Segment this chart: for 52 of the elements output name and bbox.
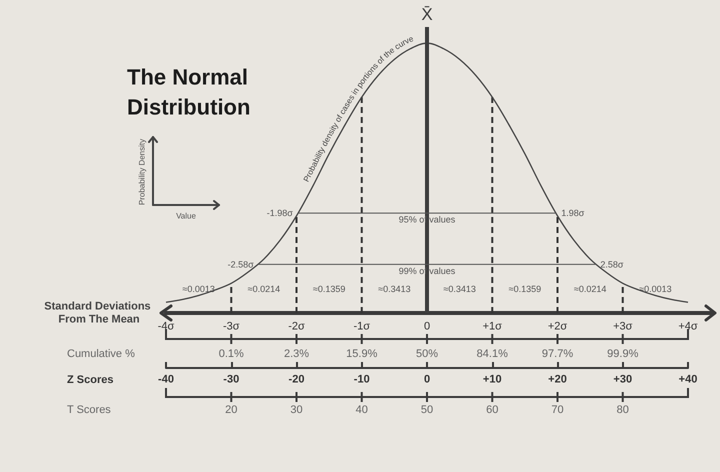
- x2-tick-label: -30: [223, 374, 240, 386]
- x-tick-label: +2σ: [548, 320, 568, 332]
- text: 30: [290, 404, 303, 416]
- text: 97.7%: [542, 348, 574, 360]
- text: 2.3%: [284, 348, 310, 360]
- text: 80: [616, 404, 629, 416]
- ref-line-label: X̄: [421, 5, 433, 24]
- x-tick-label: +1σ: [482, 320, 502, 332]
- x-tick-label: -2σ: [288, 320, 305, 332]
- text: 15.9%: [346, 348, 378, 360]
- x-tick-label: -4σ: [158, 320, 174, 332]
- annotation: ≈0.3413: [443, 284, 476, 294]
- x-tick-label: -3σ: [222, 320, 240, 332]
- x2-tick-label: 0: [424, 374, 430, 386]
- text: 0.1%: [218, 348, 244, 360]
- text: Cumulative %: [67, 348, 136, 360]
- annotation: ≈0.0013: [182, 284, 215, 294]
- annotation: ≈0.1359: [508, 284, 542, 294]
- x-tick-label: +3σ: [613, 320, 633, 332]
- annotation: Value: [176, 212, 196, 220]
- text: 84.1%: [476, 348, 508, 360]
- x2-tick-label: +20: [548, 374, 567, 386]
- annotation: ≈0.1359: [312, 284, 346, 294]
- annotation: ≈0.3413: [378, 284, 411, 294]
- x-tick-label: +4σ: [678, 320, 698, 332]
- x2-tick-label: +30: [613, 374, 632, 386]
- x2-axis-title: Z Scores: [67, 374, 114, 386]
- text: 20: [225, 404, 238, 416]
- x2-tick-label: +10: [482, 374, 502, 386]
- x-axis-title: Standard Deviations From The Mean: [44, 300, 154, 326]
- text: 60: [486, 404, 498, 416]
- text: 70: [551, 404, 564, 416]
- text: 50%: [416, 348, 438, 360]
- text: 50: [420, 404, 434, 416]
- text: 99.9%: [607, 348, 639, 360]
- y-axis-title: Probability Density: [138, 138, 146, 206]
- x2-tick-label: -40: [158, 374, 174, 386]
- annotation: 2.58σ: [600, 259, 624, 270]
- x-tick-label: -1σ: [353, 320, 370, 332]
- x-tick-label: 0: [424, 320, 430, 332]
- annotation: 1.98σ: [561, 208, 585, 218]
- annotation: -1.98σ: [266, 208, 294, 218]
- text: The Normal Distribution: [127, 64, 254, 120]
- annotation: -2.58σ: [228, 259, 254, 270]
- annotation: ≈0.0013: [639, 284, 672, 294]
- x2-tick-label: +40: [678, 374, 698, 386]
- text: T Scores: [67, 404, 112, 416]
- x2-tick-label: -10: [354, 374, 370, 386]
- text: 40: [356, 404, 368, 416]
- annotation: ≈0.0214: [248, 284, 280, 294]
- annotation: ≈0.0214: [574, 284, 606, 294]
- x2-tick-label: -20: [288, 374, 304, 386]
